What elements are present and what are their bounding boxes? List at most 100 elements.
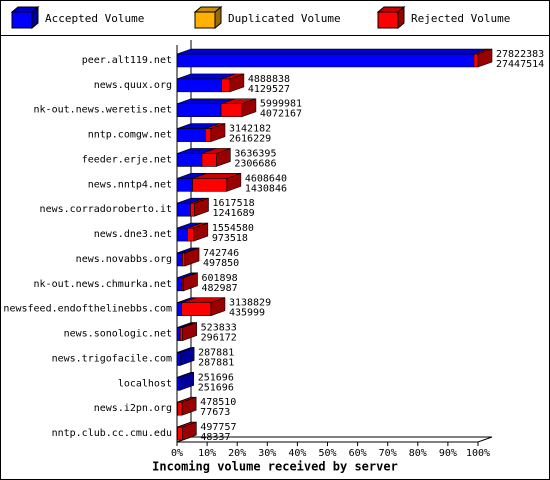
bar-front: [201, 153, 217, 167]
accepted-label: 1430846: [245, 183, 287, 194]
swatch-front: [11, 11, 33, 29]
total-label: 5999981: [260, 99, 302, 110]
total-label: 497757: [200, 422, 236, 433]
category-label: nntp.club.cc.cmu.edu: [52, 428, 172, 439]
bar-front: [176, 202, 191, 217]
accepted-label: 77673: [200, 407, 230, 418]
swatch-side: [214, 5, 222, 30]
bar-side: [216, 148, 231, 167]
category-label: nk-out.news.weretis.net: [34, 105, 172, 116]
bar-segment: [181, 297, 226, 317]
bar-front: [176, 352, 181, 366]
bar-front: [182, 252, 186, 267]
bar-segment: [221, 73, 245, 93]
category-label: nntp.comgw.net: [88, 130, 172, 141]
swatch-front: [194, 11, 216, 29]
accepted-label: 48337: [200, 432, 230, 443]
bar-side: [193, 222, 209, 242]
bar-segment: [182, 247, 200, 267]
bar-front: [176, 153, 203, 167]
legend-swatch: [10, 5, 40, 30]
category-label: news.quux.org: [94, 80, 172, 91]
category-label: news.sonologic.net: [64, 329, 172, 340]
legend-swatch: [193, 5, 223, 30]
total-label: 3142182: [229, 124, 271, 135]
category-label: news.dne3.net: [94, 229, 172, 240]
category-label: localhost: [118, 378, 172, 389]
bar-segment: [190, 197, 209, 217]
accepted-label: 4072167: [260, 109, 302, 120]
swatch-front: [377, 11, 399, 29]
bar-segment: [473, 48, 493, 68]
accepted-label: 27447514: [496, 59, 544, 70]
bar-segment: [187, 222, 209, 242]
x-tick-label: 0%: [171, 448, 183, 459]
bar-side: [194, 197, 209, 217]
bar-side: [183, 272, 198, 292]
accepted-label: 1241689: [212, 208, 254, 219]
bar-front: [192, 178, 228, 192]
accepted-label: 435999: [229, 308, 265, 319]
bar-front: [176, 78, 222, 93]
bar-segment: [192, 172, 242, 192]
bar-front: [181, 302, 212, 317]
bar-front: [176, 252, 183, 267]
bar-front: [177, 426, 183, 441]
bar-segment: [220, 98, 257, 118]
bar-front: [187, 227, 195, 242]
bar-segment: [177, 396, 197, 416]
bar-front: [176, 178, 193, 192]
bar-front: [177, 401, 183, 416]
x-tick-label: 50%: [318, 448, 336, 459]
total-label: 601898: [202, 273, 238, 284]
total-label: 4888838: [248, 74, 290, 85]
bar-top: [176, 48, 489, 55]
category-label: newsfeed.endofthelinebbs.com: [3, 304, 172, 315]
total-label: 742746: [203, 248, 239, 259]
x-tick-label: 40%: [288, 448, 306, 459]
x-tick-label: 80%: [409, 448, 427, 459]
bar-side: [184, 247, 200, 267]
bar-front: [205, 128, 212, 142]
bar-front: [176, 277, 183, 292]
bar-front: [176, 53, 475, 68]
accepted-label: 296172: [201, 333, 237, 344]
category-label: news.novabbs.org: [76, 254, 172, 265]
total-label: 27822383: [496, 49, 544, 60]
bar-front: [176, 302, 183, 317]
chart-title: Incoming volume received by server: [152, 460, 398, 474]
bar-front: [220, 103, 243, 118]
bar-segment: [179, 322, 197, 341]
accepted-label: 287881: [198, 357, 234, 368]
x-tick-label: 10%: [198, 448, 216, 459]
x-tick-label: 20%: [228, 448, 246, 459]
bar-segment: [176, 371, 195, 391]
bar-side: [179, 371, 195, 391]
accepted-label: 497850: [203, 258, 239, 269]
total-label: 251696: [198, 372, 234, 383]
bar-front: [176, 227, 188, 242]
bar-front: [176, 128, 206, 142]
x-tick-label: 60%: [349, 448, 367, 459]
total-label: 287881: [198, 347, 234, 358]
category-label: peer.alt119.net: [82, 55, 172, 66]
bar-front: [473, 53, 479, 68]
total-label: 478510: [200, 397, 236, 408]
x-tick-label: 70%: [379, 448, 397, 459]
bar-side: [179, 347, 195, 366]
bar-side: [181, 396, 197, 416]
total-label: 523833: [201, 323, 237, 334]
bar-side: [182, 421, 197, 441]
bar-side: [210, 297, 226, 317]
legend-label: Accepted Volume: [45, 12, 144, 25]
x-tick-label: 90%: [439, 448, 457, 459]
swatch-side: [397, 5, 405, 30]
accepted-label: 251696: [198, 382, 234, 393]
bar-front: [176, 103, 222, 118]
bar-side: [210, 123, 226, 143]
bar-front: [221, 78, 231, 93]
total-label: 4608640: [245, 173, 287, 184]
